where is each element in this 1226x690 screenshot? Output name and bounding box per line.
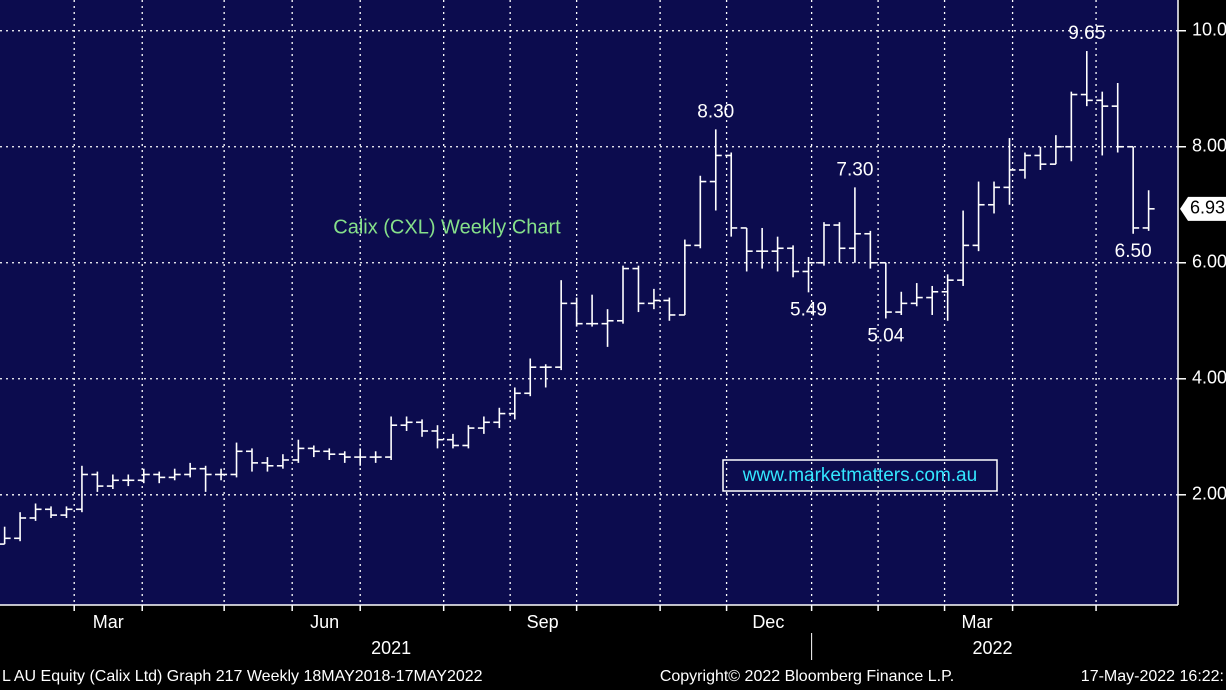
y-tick-label: 8.00 <box>1192 136 1226 156</box>
footer-left: L AU Equity (Calix Ltd) Graph 217 Weekly… <box>2 668 483 685</box>
annotation: 6.50 <box>1115 241 1152 262</box>
chart-title: Calix (CXL) Weekly Chart <box>333 216 561 238</box>
bars <box>0 51 1155 545</box>
grid <box>0 0 1186 660</box>
annotation: 8.30 <box>697 101 734 122</box>
x-tick-label: Mar <box>93 612 124 632</box>
plot-area <box>0 0 1178 605</box>
annotation: 5.49 <box>790 299 827 320</box>
annotation: 9.65 <box>1068 23 1105 44</box>
last-price-tag <box>1180 196 1226 221</box>
last-price-label: 6.93 <box>1190 198 1225 218</box>
y-tick-label: 10.0 <box>1192 19 1226 39</box>
watermark: www.marketmatters.com.au <box>742 465 977 486</box>
watermark-box <box>722 459 998 492</box>
y-tick-label: 2.00 <box>1192 484 1226 504</box>
x-tick-label: Mar <box>962 612 993 632</box>
year-label: 2022 <box>972 638 1012 658</box>
annotation: 7.30 <box>836 159 873 180</box>
footer-right: 17-May-2022 16:22: <box>1081 668 1224 685</box>
x-tick-label: Jun <box>310 612 339 632</box>
footer-center: Copyright© 2022 Bloomberg Finance L.P. <box>660 668 954 685</box>
year-label: 2021 <box>371 638 411 658</box>
x-tick-label: Dec <box>752 612 784 632</box>
x-tick-label: Sep <box>527 612 559 632</box>
labels: 10.0 8.00 6.00 4.00 2.00 Mar Jun Sep Dec Mar 2021 2… <box>93 19 1226 658</box>
y-tick-label: 4.00 <box>1192 368 1226 388</box>
annotation: 5.04 <box>867 325 904 346</box>
y-tick-label: 6.00 <box>1192 252 1226 272</box>
